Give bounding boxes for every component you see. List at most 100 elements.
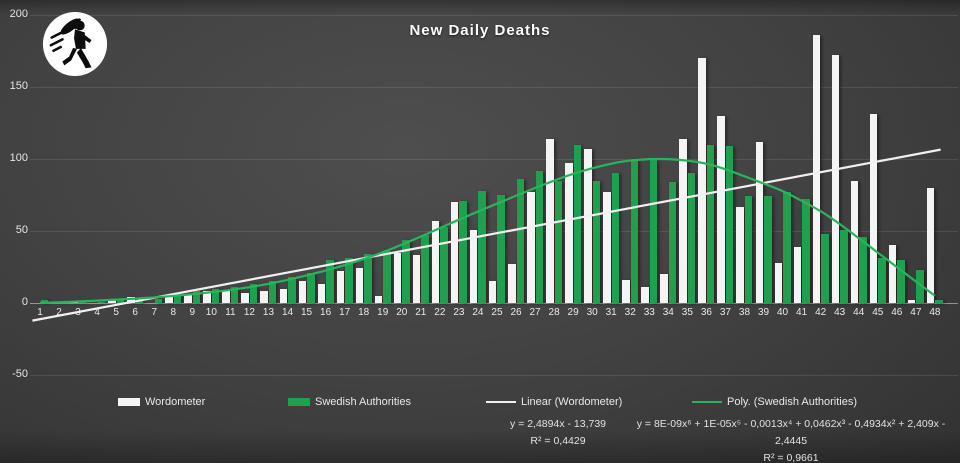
gridline-200	[30, 15, 958, 16]
bar-swedish-authorities-39	[764, 196, 772, 303]
legend-item-swedish-authorities: Swedish Authorities	[288, 396, 411, 408]
bar-wordometer-28	[546, 138, 554, 303]
wordometer-swatch-icon	[118, 398, 140, 406]
bar-wordometer-40	[774, 262, 783, 303]
bar-swedish-authorities-24	[478, 190, 486, 303]
bar-wordometer-32	[622, 279, 630, 303]
legend-item-wordometer: Wordometer	[118, 396, 205, 408]
x-axis-tick-label: 40	[776, 307, 789, 318]
bar-wordometer-25	[488, 281, 497, 303]
legend-label: Wordometer	[145, 396, 206, 408]
bar-wordometer-46	[888, 245, 897, 303]
bar-wordometer-18	[355, 268, 364, 303]
x-axis-tick-label: 36	[700, 307, 712, 318]
linear-trendline-swatch-icon	[486, 401, 516, 403]
x-axis-tick-label: 39	[757, 307, 770, 318]
poly-equation-block: y = 8E-09x⁶ + 1E-05x⁵ - 0,0013x⁴ + 0,046…	[620, 416, 960, 463]
bar-swedish-authorities-19	[383, 251, 391, 303]
bar-swedish-authorities-46	[897, 259, 905, 303]
bar-swedish-authorities-3	[78, 301, 87, 303]
bar-wordometer-41	[793, 246, 802, 303]
x-axis-tick-label: 5	[113, 307, 119, 318]
bar-swedish-authorities-45	[878, 258, 886, 303]
x-axis-tick-label: 11	[225, 307, 236, 318]
bar-swedish-authorities-48	[935, 300, 943, 303]
legend-item-poly-swedish-authorities: Poly. (Swedish Authorities)	[692, 396, 857, 408]
x-axis-tick-label: 42	[815, 307, 827, 318]
bar-swedish-authorities-21	[421, 235, 429, 303]
bar-swedish-authorities-22	[440, 226, 448, 303]
bar-swedish-authorities-14	[288, 277, 296, 303]
x-axis-tick-label: 35	[681, 307, 693, 318]
poly-equation: y = 8E-09x⁶ + 1E-05x⁵ - 0,0013x⁴ + 0,046…	[636, 418, 946, 447]
walking-figure-badge-logo	[41, 10, 109, 78]
legend-label: Linear (Wordometer)	[521, 396, 623, 408]
x-axis-tick-label: 24	[472, 307, 484, 318]
bar-swedish-authorities-47	[916, 269, 924, 303]
bar-swedish-authorities-31	[611, 173, 620, 303]
x-axis-tick-label: 19	[377, 307, 389, 318]
x-axis-tick-label: 33	[643, 307, 655, 318]
y-axis-tick-label: 0	[21, 296, 28, 308]
x-axis-tick-label: 18	[358, 307, 370, 318]
bar-swedish-authorities-13	[268, 281, 277, 303]
linear-equation-block: y = 2,4894x - 13,739 R² = 0,4429	[468, 416, 648, 450]
x-axis-tick-label: 3	[75, 307, 81, 318]
bar-swedish-authorities-42	[821, 233, 829, 303]
x-axis-tick-label: 7	[151, 307, 158, 318]
bar-wordometer-13	[260, 291, 268, 303]
bar-wordometer-16	[317, 284, 326, 303]
x-axis-tick-label: 27	[529, 307, 541, 318]
bar-swedish-authorities-37	[725, 146, 734, 303]
bar-swedish-authorities-38	[744, 196, 753, 303]
y-axis-tick-label: 150	[9, 80, 28, 92]
bar-wordometer-29	[565, 163, 573, 303]
logo-icon	[42, 11, 108, 77]
chart-title: New Daily Deaths	[409, 22, 551, 39]
bar-wordometer-30	[584, 148, 592, 303]
bar-wordometer-6	[127, 297, 135, 303]
x-axis-tick-label: 25	[491, 307, 503, 318]
gridline-150	[30, 87, 958, 88]
x-axis-tick-label: 37	[719, 307, 731, 318]
linear-equation: y = 2,4894x - 13,739	[509, 418, 607, 430]
bar-wordometer-44	[850, 180, 859, 303]
x-axis-tick-label: 6	[132, 307, 138, 318]
bar-swedish-authorities-6	[135, 300, 144, 303]
bar-wordometer-10	[203, 291, 211, 303]
bar-swedish-authorities-4	[97, 301, 106, 303]
bar-wordometer-48	[926, 187, 935, 303]
x-axis-tick-label: 28	[548, 307, 560, 318]
bar-swedish-authorities-20	[402, 239, 410, 303]
x-axis-tick-label: 47	[910, 307, 922, 318]
bar-wordometer-5	[108, 300, 116, 303]
gridline--50	[30, 375, 958, 376]
bar-wordometer-45	[869, 114, 878, 303]
bar-wordometer-35	[679, 138, 687, 303]
x-axis-tick-label: 10	[205, 307, 217, 318]
bar-wordometer-21	[412, 255, 421, 303]
bar-wordometer-36	[698, 58, 706, 303]
bar-swedish-authorities-43	[840, 229, 848, 303]
bar-wordometer-14	[279, 288, 288, 303]
legend-label: Swedish Authorities	[315, 396, 411, 408]
bar-wordometer-15	[298, 281, 307, 303]
bar-wordometer-11	[222, 290, 230, 303]
x-axis-tick-label: 22	[434, 307, 446, 318]
x-axis-tick-label: 4	[94, 307, 100, 318]
bar-swedish-authorities-33	[649, 160, 658, 303]
x-axis-tick-label: 30	[586, 307, 598, 318]
x-axis-tick-label: 44	[853, 307, 865, 318]
bar-swedish-authorities-41	[802, 199, 810, 303]
x-axis-tick-label: 31	[605, 307, 617, 318]
bar-wordometer-43	[831, 55, 840, 303]
x-axis-tick-label: 46	[891, 307, 903, 318]
bar-wordometer-8	[165, 295, 173, 303]
x-axis-tick-label: 12	[243, 307, 255, 318]
bar-wordometer-26	[508, 264, 516, 303]
bar-swedish-authorities-12	[249, 284, 258, 303]
bar-swedish-authorities-16	[326, 259, 334, 303]
bar-swedish-authorities-30	[592, 180, 601, 303]
bar-wordometer-3	[70, 301, 78, 303]
bar-swedish-authorities-18	[364, 254, 372, 303]
